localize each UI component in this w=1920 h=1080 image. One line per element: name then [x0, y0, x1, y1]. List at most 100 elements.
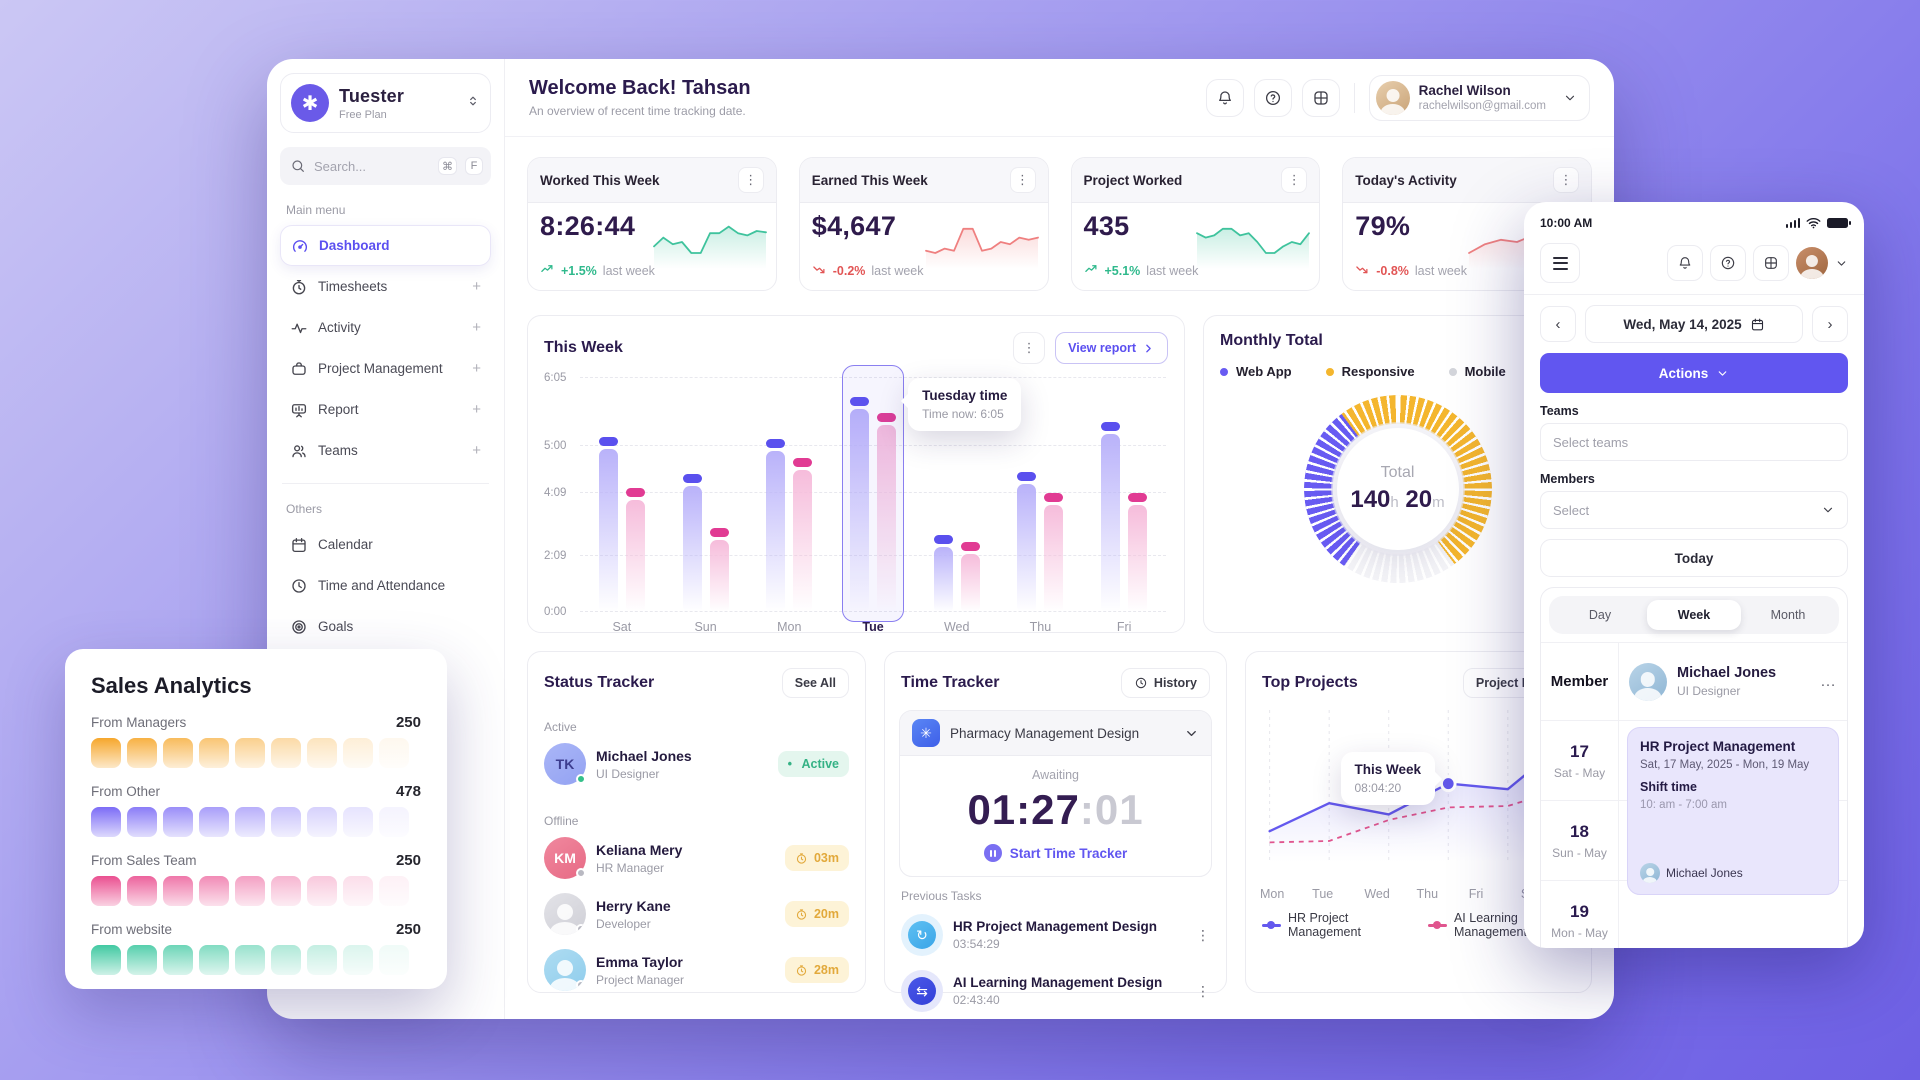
- previous-day-button[interactable]: ‹: [1540, 306, 1576, 342]
- tab-day[interactable]: Day: [1588, 608, 1612, 622]
- task-row[interactable]: ⇆ AI Learning Management Design 02:43:40…: [885, 963, 1226, 1019]
- app-name: Tuester: [339, 85, 405, 106]
- sales-block: [163, 738, 193, 768]
- legend-item-responsive[interactable]: Responsive: [1325, 364, 1415, 379]
- member-name: Herry Kane: [596, 897, 671, 914]
- kebab-menu-button[interactable]: ⋮: [1553, 167, 1579, 193]
- chevron-down-icon[interactable]: [1835, 257, 1848, 270]
- task-row[interactable]: ↻ HR Project Management Design 03:54:29 …: [885, 907, 1226, 963]
- teams-input[interactable]: [1540, 423, 1848, 461]
- event-card[interactable]: HR Project Management Sat, 17 May, 2025 …: [1627, 727, 1839, 895]
- kebab-menu-button[interactable]: ⋮: [737, 167, 764, 193]
- task-select-dropdown[interactable]: ✳ Pharmacy Management Design: [900, 711, 1211, 756]
- members-select[interactable]: Select: [1540, 491, 1848, 529]
- legend-item-mobile[interactable]: Mobile: [1448, 364, 1506, 379]
- avatar[interactable]: [1796, 247, 1828, 279]
- stat-card-earned: Earned This Week ⋮ $4,647 -0.2% last week: [798, 157, 1049, 291]
- sales-row: From website 250: [91, 921, 421, 975]
- bar-group-sun[interactable]: [664, 378, 748, 612]
- notifications-button[interactable]: [1205, 78, 1244, 117]
- member-cell[interactable]: Michael Jones UI Designer …: [1619, 643, 1847, 720]
- member-row[interactable]: KM Keliana Mery HR Manager 03m: [528, 830, 865, 886]
- view-report-button[interactable]: View report: [1055, 332, 1168, 364]
- ellipsis-menu-button[interactable]: …: [1820, 672, 1837, 690]
- today-button[interactable]: Today: [1540, 539, 1848, 577]
- f-key: F: [465, 157, 483, 175]
- kebab-menu-button[interactable]: ⋮: [1196, 982, 1210, 999]
- sidebar-item-project-management[interactable]: Project Management +: [280, 348, 491, 389]
- user-menu[interactable]: Rachel Wilson rachelwilson@gmail.com: [1368, 74, 1590, 121]
- sidebar-item-activity[interactable]: Activity +: [280, 307, 491, 348]
- bar-group-wed[interactable]: [915, 378, 999, 612]
- bar-group-tue[interactable]: [831, 378, 915, 612]
- status-tracker-card: Status Tracker See All Active TK Michael…: [527, 651, 866, 993]
- next-day-button[interactable]: ›: [1812, 306, 1848, 342]
- bar-group-sat[interactable]: [580, 378, 664, 612]
- see-all-button[interactable]: See All: [781, 668, 849, 698]
- tab-month[interactable]: Month: [1770, 608, 1806, 622]
- sidebar-item-calendar[interactable]: Calendar: [280, 524, 491, 565]
- notifications-button[interactable]: [1667, 245, 1703, 281]
- x-tick: Sat: [612, 620, 632, 634]
- apps-button[interactable]: [1301, 78, 1340, 117]
- divider: [1524, 294, 1864, 295]
- kebab-menu-button[interactable]: ⋮: [1013, 332, 1046, 364]
- tab-week[interactable]: Week: [1647, 600, 1741, 630]
- kebab-menu-button[interactable]: ⋮: [1009, 167, 1036, 193]
- plus-icon[interactable]: +: [472, 401, 481, 418]
- sidebar-item-goals[interactable]: Goals: [280, 606, 491, 647]
- sales-block: [379, 738, 409, 768]
- date-picker[interactable]: Wed, May 14, 2025: [1585, 305, 1803, 343]
- sidebar-item-dashboard[interactable]: Dashboard: [280, 225, 491, 266]
- sidebar-item-time-attendance[interactable]: Time and Attendance: [280, 565, 491, 606]
- search-input[interactable]: [314, 158, 430, 174]
- donut-chart: Total 140h 20m: [1303, 395, 1492, 583]
- plus-icon[interactable]: +: [472, 442, 481, 459]
- user-email: rachelwilson@gmail.com: [1418, 100, 1546, 112]
- dashboard-icon: [291, 237, 309, 255]
- sidebar-item-teams[interactable]: Teams +: [280, 430, 491, 471]
- help-button[interactable]: [1710, 245, 1746, 281]
- member-row[interactable]: TK Michael Jones UI Designer • Active: [528, 736, 865, 792]
- actions-button[interactable]: Actions: [1540, 353, 1848, 393]
- away-time-badge: 03m: [784, 845, 849, 871]
- hamburger-menu-button[interactable]: [1540, 243, 1580, 283]
- signal-icon: [1785, 218, 1800, 228]
- start-timer-button[interactable]: Start Time Tracker: [983, 844, 1127, 862]
- chevron-up-down-icon[interactable]: [466, 94, 480, 113]
- history-button[interactable]: History: [1120, 668, 1210, 698]
- day-row-19[interactable]: 19 Mon - May: [1541, 881, 1847, 948]
- workspace-switcher[interactable]: ✱ Tuester Free Plan: [280, 73, 491, 133]
- sidebar-item-label: Report: [318, 402, 359, 417]
- bar-group-mon[interactable]: [747, 378, 831, 612]
- sales-block: [91, 876, 121, 906]
- bar-group-thu[interactable]: [999, 378, 1083, 612]
- member-row[interactable]: Herry Kane Developer 20m: [528, 886, 865, 942]
- legend-item-web-app[interactable]: Web App: [1220, 364, 1292, 379]
- sidebar-item-report[interactable]: Report +: [280, 389, 491, 430]
- bar-group-fri[interactable]: [1082, 378, 1166, 612]
- sales-value: 478: [395, 783, 421, 800]
- plus-icon[interactable]: +: [472, 319, 481, 336]
- plus-icon[interactable]: +: [472, 360, 481, 377]
- sidebar-item-timesheets[interactable]: Timesheets +: [280, 266, 491, 307]
- date-navigation: ‹ Wed, May 14, 2025 ›: [1540, 305, 1848, 343]
- help-button[interactable]: [1253, 78, 1292, 117]
- avatar: [1640, 863, 1660, 883]
- kebab-menu-button[interactable]: ⋮: [1281, 167, 1308, 193]
- sales-value: 250: [395, 852, 421, 869]
- sales-value: 250: [395, 921, 421, 938]
- kebab-menu-button[interactable]: ⋮: [1196, 926, 1210, 943]
- member-row[interactable]: Emma Taylor Project Manager 28m: [528, 942, 865, 998]
- stopwatch-icon: [290, 278, 308, 296]
- sales-block: [199, 876, 229, 906]
- plus-icon[interactable]: +: [472, 278, 481, 295]
- donut-legend: Web App Responsive Mobile: [1204, 350, 1591, 379]
- bar: [933, 534, 953, 612]
- time-tracker-card: Time Tracker History ✳ Pharmacy Manageme…: [884, 651, 1227, 1012]
- apps-button[interactable]: [1753, 245, 1789, 281]
- search-box[interactable]: ⌘ F: [280, 147, 491, 185]
- member-name: Michael Jones: [1677, 665, 1777, 681]
- sales-block: [199, 738, 229, 768]
- briefcase-icon: [290, 360, 308, 378]
